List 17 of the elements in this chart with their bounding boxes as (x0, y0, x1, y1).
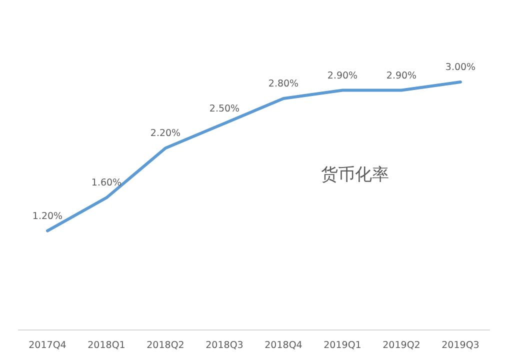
data-label: 2.90% (327, 70, 358, 82)
data-label: 1.20% (32, 210, 63, 222)
x-tick-label: 2018Q4 (264, 340, 302, 351)
data-label: 2.50% (209, 103, 240, 114)
x-tick-label: 2019Q2 (382, 340, 420, 351)
data-label: 1.60% (91, 178, 122, 189)
data-label: 2.90% (386, 70, 417, 82)
data-label: 2.20% (150, 128, 181, 140)
x-tick-label: 2019Q1 (324, 340, 362, 351)
x-tick-label: 2018Q1 (88, 340, 126, 351)
x-tick-label: 2018Q2 (146, 340, 184, 351)
x-tick-label: 2017Q4 (28, 340, 66, 351)
text: 货币化率 (321, 165, 389, 185)
x-tick-label: 2019Q3 (442, 340, 480, 351)
x-tick-label: 2018Q3 (206, 340, 244, 351)
data-label: 3.00% (445, 62, 476, 73)
data-label: 2.80% (268, 78, 299, 90)
